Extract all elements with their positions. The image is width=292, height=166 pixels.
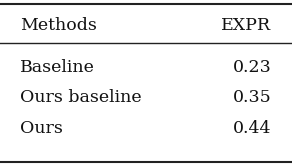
- Text: 0.23: 0.23: [233, 59, 272, 76]
- Text: Ours: Ours: [20, 120, 63, 137]
- Text: 0.35: 0.35: [233, 89, 272, 106]
- Text: 0.44: 0.44: [233, 120, 272, 137]
- Text: Baseline: Baseline: [20, 59, 95, 76]
- Text: Methods: Methods: [20, 17, 97, 34]
- Text: Ours baseline: Ours baseline: [20, 89, 142, 106]
- Text: EXPR: EXPR: [221, 17, 272, 34]
